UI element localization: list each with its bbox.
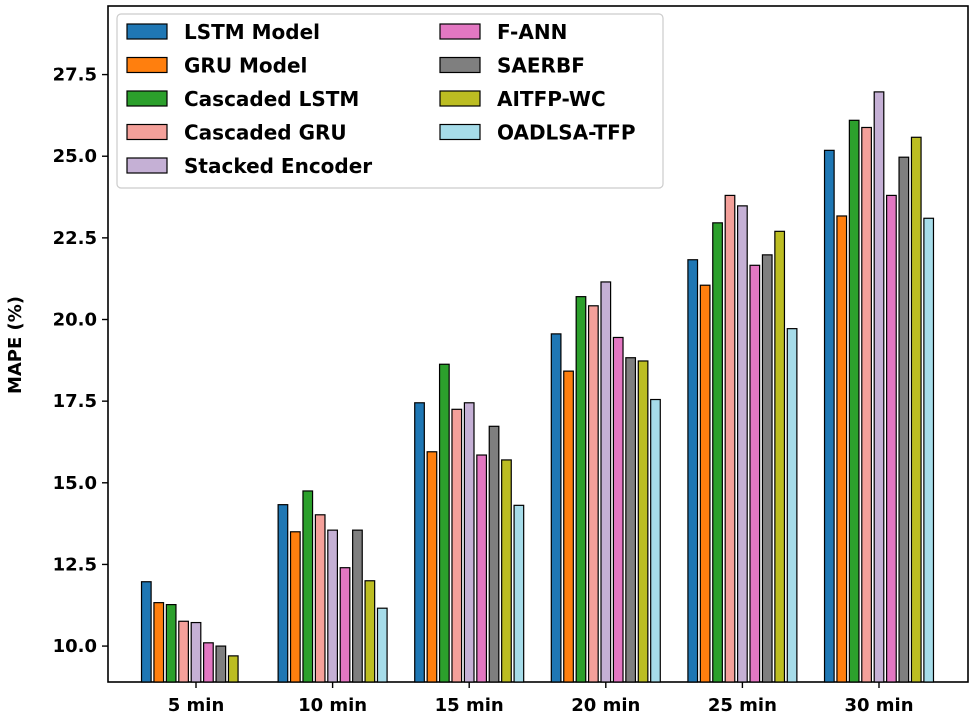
bar-lstm-model-5-min <box>140 581 152 683</box>
legend-label: Cascaded GRU <box>184 121 347 145</box>
bar-stacked-encoder-5-min <box>190 621 202 683</box>
bar-aitfp-wc-5-min <box>227 655 239 683</box>
bar-aitfp-wc-10-min <box>364 580 376 683</box>
bar-lstm-model-30-min <box>823 149 835 683</box>
plot-frame <box>107 5 969 683</box>
bar-cascaded-gru-30-min <box>861 126 872 683</box>
bar-lstm-model-25-min <box>687 259 699 683</box>
y-tick-label: 17.5 <box>53 391 97 412</box>
bar-f-ann-5-min <box>203 642 214 683</box>
bar-aitfp-wc-25-min <box>774 230 786 683</box>
y-axis-title: MAPE (%) <box>5 296 26 394</box>
bar-saerbf-10-min <box>352 529 363 683</box>
x-tick-label: 30 min <box>844 695 913 716</box>
bar-oadlsa-tfp-20-min <box>650 398 661 683</box>
legend-swatch <box>126 23 168 40</box>
y-tick-label: 25.0 <box>53 146 97 167</box>
bar-cascaded-gru-25-min <box>724 194 736 683</box>
x-tick-label: 10 min <box>298 695 367 716</box>
legend: LSTM Model GRU Model Cascaded LSTM Cascaded… <box>116 13 664 189</box>
bar-f-ann-25-min <box>749 264 761 683</box>
bar-f-ann-20-min <box>612 336 624 683</box>
bar-aitfp-wc-15-min <box>501 459 512 683</box>
y-tick-label: 27.5 <box>53 65 97 86</box>
legend-label: LSTM Model <box>184 20 320 44</box>
y-tick-label: 22.5 <box>53 228 97 249</box>
bar-cascaded-lstm-20-min <box>575 296 587 683</box>
legend-swatch <box>126 90 168 107</box>
bar-oadlsa-tfp-25-min <box>786 328 798 683</box>
legend-box <box>116 13 664 189</box>
legend-label: Cascaded LSTM <box>184 87 359 111</box>
legend-swatch <box>439 90 481 107</box>
x-tick-label: 15 min <box>435 695 504 716</box>
bar-cascaded-lstm-5-min <box>165 603 177 683</box>
legend-swatch <box>126 157 168 174</box>
bar-stacked-encoder-20-min <box>600 281 612 683</box>
legend-label: GRU Model <box>184 54 307 78</box>
bar-gru-model-25-min <box>699 284 711 683</box>
bar-gru-model-5-min <box>153 602 165 683</box>
bar-gru-model-15-min <box>426 451 438 683</box>
bar-oadlsa-tfp-10-min <box>376 607 388 683</box>
bar-cascaded-gru-15-min <box>451 408 463 683</box>
y-tick-label: 15.0 <box>53 473 97 494</box>
bar-aitfp-wc-30-min <box>910 136 922 683</box>
y-tick-label: 12.5 <box>53 554 97 575</box>
bar-stacked-encoder-10-min <box>327 529 338 683</box>
bar-gru-model-30-min <box>836 215 848 683</box>
legend-label: F-ANN <box>497 20 567 44</box>
bar-lstm-model-10-min <box>277 504 289 683</box>
legend-label: AITFP-WC <box>497 87 606 111</box>
bar-lstm-model-15-min <box>414 402 425 683</box>
y-tick-label: 20.0 <box>53 310 97 331</box>
legend-label: Stacked Encoder <box>184 154 372 178</box>
bar-f-ann-10-min <box>339 567 351 683</box>
bar-cascaded-lstm-15-min <box>438 363 450 683</box>
legend-label: SAERBF <box>497 54 585 78</box>
x-tick-label: 20 min <box>571 695 640 716</box>
bar-gru-model-10-min <box>289 531 301 683</box>
bar-saerbf-30-min <box>898 156 910 683</box>
bar-aitfp-wc-20-min <box>637 360 649 683</box>
bar-saerbf-25-min <box>761 254 773 683</box>
bar-stacked-encoder-30-min <box>873 91 885 683</box>
x-tick-label: 5 min <box>168 695 225 716</box>
bar-f-ann-30-min <box>886 194 897 683</box>
bar-cascaded-gru-5-min <box>178 620 189 683</box>
bar-stacked-encoder-25-min <box>736 205 748 683</box>
bar-lstm-model-20-min <box>550 333 562 683</box>
bar-cascaded-lstm-25-min <box>712 222 723 683</box>
y-axis: 10.0 12.5 15.0 17.5 20.0 22.5 25.0 27.5 <box>53 65 108 657</box>
legend-label: OADLSA-TFP <box>497 121 636 145</box>
bar-f-ann-15-min <box>476 454 488 683</box>
bar-saerbf-5-min <box>215 645 227 683</box>
x-tick-label: 25 min <box>708 695 777 716</box>
bar-oadlsa-tfp-30-min <box>923 217 935 683</box>
legend-swatch <box>126 123 168 141</box>
legend-swatch <box>439 56 481 74</box>
bar-oadlsa-tfp-15-min <box>513 504 525 683</box>
bar-cascaded-lstm-30-min <box>848 119 860 683</box>
bar-gru-model-20-min <box>563 370 574 683</box>
bar-stacked-encoder-15-min <box>463 402 475 683</box>
bar-cascaded-gru-10-min <box>314 514 326 683</box>
bar-saerbf-15-min <box>488 425 500 683</box>
legend-swatch <box>439 123 481 141</box>
bar-cascaded-lstm-10-min <box>302 490 314 683</box>
legend-swatch <box>439 23 481 40</box>
y-tick-label: 10.0 <box>53 636 97 657</box>
x-axis: 5 min 10 min 15 min 20 min 25 min 30 min <box>168 682 914 716</box>
bar-cascaded-gru-20-min <box>587 305 599 683</box>
bar-saerbf-20-min <box>625 357 637 683</box>
legend-swatch <box>126 56 168 74</box>
